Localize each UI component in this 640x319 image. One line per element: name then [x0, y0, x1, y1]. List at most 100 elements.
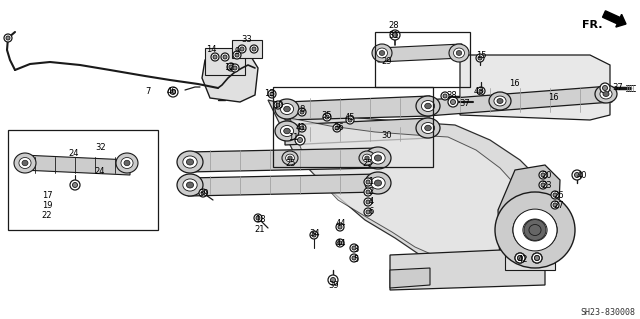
Text: 9: 9 [234, 47, 239, 56]
Circle shape [199, 189, 207, 197]
Text: 26: 26 [554, 191, 564, 201]
Circle shape [352, 246, 356, 250]
Polygon shape [505, 248, 555, 270]
Circle shape [551, 191, 559, 199]
Circle shape [443, 94, 447, 98]
Ellipse shape [177, 151, 203, 173]
Ellipse shape [494, 96, 506, 106]
Circle shape [366, 190, 370, 194]
Text: 45: 45 [345, 113, 355, 122]
Text: 30: 30 [381, 130, 392, 139]
Circle shape [539, 171, 547, 179]
Ellipse shape [376, 48, 387, 58]
Circle shape [451, 100, 456, 105]
Ellipse shape [416, 96, 440, 116]
Circle shape [300, 126, 304, 130]
Circle shape [518, 256, 522, 261]
Circle shape [298, 124, 306, 132]
Circle shape [256, 216, 260, 220]
Circle shape [328, 275, 338, 285]
Ellipse shape [183, 179, 197, 191]
Text: 33: 33 [242, 35, 252, 44]
Text: 32: 32 [96, 144, 106, 152]
Circle shape [168, 87, 178, 97]
Text: 22: 22 [42, 211, 52, 219]
Ellipse shape [497, 99, 503, 103]
Circle shape [268, 90, 276, 98]
Ellipse shape [124, 160, 130, 166]
Ellipse shape [529, 225, 541, 235]
Text: 21: 21 [255, 225, 265, 234]
Polygon shape [22, 155, 130, 175]
Text: 15: 15 [476, 51, 486, 61]
Text: 27: 27 [554, 202, 564, 211]
Circle shape [4, 34, 12, 42]
Polygon shape [427, 86, 612, 116]
Ellipse shape [365, 147, 391, 169]
Circle shape [515, 253, 525, 263]
Text: 39: 39 [329, 280, 339, 290]
Text: 39: 39 [198, 189, 209, 197]
Text: 25: 25 [363, 159, 373, 167]
Circle shape [274, 101, 282, 109]
Ellipse shape [365, 172, 391, 194]
Ellipse shape [275, 99, 299, 119]
Ellipse shape [116, 153, 138, 173]
Polygon shape [460, 55, 610, 120]
Text: 8: 8 [300, 106, 305, 115]
Polygon shape [188, 174, 380, 196]
Ellipse shape [454, 48, 465, 58]
Circle shape [333, 124, 341, 132]
Text: 34: 34 [310, 229, 320, 239]
Circle shape [364, 198, 372, 206]
Circle shape [72, 182, 77, 188]
Circle shape [575, 173, 579, 177]
Text: 36: 36 [333, 122, 344, 131]
Polygon shape [390, 268, 430, 288]
Circle shape [532, 253, 542, 263]
Polygon shape [498, 165, 560, 278]
Circle shape [366, 200, 370, 204]
Ellipse shape [372, 44, 392, 62]
Text: 37: 37 [460, 99, 470, 108]
Ellipse shape [449, 44, 469, 62]
Circle shape [211, 53, 219, 61]
Circle shape [572, 170, 582, 180]
Text: 19: 19 [42, 201, 52, 210]
Ellipse shape [359, 151, 375, 165]
Circle shape [441, 92, 449, 100]
Text: 14: 14 [205, 44, 216, 54]
Ellipse shape [374, 180, 381, 186]
Circle shape [270, 92, 274, 96]
Ellipse shape [374, 155, 381, 161]
Polygon shape [290, 118, 530, 262]
Circle shape [364, 208, 372, 216]
Circle shape [338, 241, 342, 245]
Ellipse shape [603, 92, 609, 96]
Text: 37: 37 [612, 83, 623, 92]
Circle shape [348, 118, 352, 122]
Circle shape [366, 180, 370, 184]
Text: 28: 28 [388, 20, 399, 29]
Ellipse shape [595, 85, 617, 103]
Ellipse shape [371, 177, 385, 189]
Ellipse shape [280, 125, 294, 137]
Circle shape [553, 203, 557, 207]
Circle shape [515, 253, 525, 263]
Circle shape [338, 225, 342, 229]
Circle shape [602, 85, 607, 91]
Ellipse shape [365, 156, 369, 160]
Text: 5: 5 [353, 255, 358, 263]
Ellipse shape [416, 118, 440, 138]
Circle shape [229, 65, 233, 69]
Circle shape [553, 193, 557, 197]
Circle shape [298, 137, 303, 143]
Circle shape [477, 87, 485, 95]
Circle shape [238, 45, 246, 53]
Text: 23: 23 [541, 181, 552, 189]
Ellipse shape [284, 128, 291, 134]
Polygon shape [205, 48, 245, 75]
Text: 41: 41 [296, 122, 307, 131]
Circle shape [392, 33, 397, 38]
Circle shape [330, 278, 335, 283]
